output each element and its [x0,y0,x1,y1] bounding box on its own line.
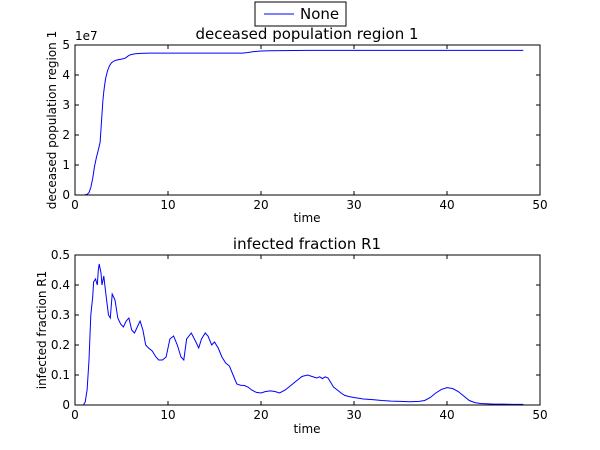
y-tick-label-deceased: 1 [62,158,70,172]
plot-infected: infected fraction R1 time infected fract… [35,235,548,436]
marks-infected: 0 10 20 30 40 50 0 0.1 0.2 0.3 0.4 0.5 [51,248,548,422]
x-tick-label-deceased: 0 [71,198,79,212]
y-tick-label-deceased: 0 [62,188,70,202]
x-tick-label-deceased: 20 [253,198,268,212]
x-tick-label-infected: 40 [439,408,454,422]
x-tick-label-deceased: 30 [346,198,361,212]
x-tick-label-deceased: 40 [439,198,454,212]
y-tick-label-infected: 0.4 [51,278,70,292]
y-tick-label-deceased: 2 [62,128,70,142]
x-tick-label-infected: 10 [160,408,175,422]
y-offset-label-deceased: 1e7 [75,29,98,43]
y-tick-label-infected: 0 [62,398,70,412]
y-tick-label-deceased: 5 [62,38,70,52]
y-tick-label-deceased: 4 [62,68,70,82]
x-tick-label-infected: 30 [346,408,361,422]
x-tick-label-infected: 20 [253,408,268,422]
plot-title-deceased: deceased population region 1 [195,25,418,43]
series-line-deceased [75,49,524,196]
y-tick-label-infected: 0.2 [51,338,70,352]
y-axis-label-infected: infected fraction R1 [35,271,49,390]
plot-title-infected: infected fraction R1 [233,235,381,253]
series-line-infected [75,263,524,406]
x-tick-label-deceased: 10 [160,198,175,212]
y-tick-label-infected: 0.5 [51,248,70,262]
axes-frame-infected [74,254,541,406]
legend-label: None [300,5,339,23]
axes-frame-deceased [74,44,541,196]
x-tick-label-deceased: 50 [532,198,547,212]
y-tick-label-deceased: 3 [62,98,70,112]
x-tick-label-infected: 50 [532,408,547,422]
y-tick-label-infected: 0.1 [51,368,70,382]
x-axis-label-infected: time [293,422,320,436]
y-axis-label-deceased: deceased population region 1 [45,31,59,209]
x-tick-label-infected: 0 [71,408,79,422]
x-axis-label-deceased: time [293,211,320,225]
y-tick-label-infected: 0.3 [51,308,70,322]
legend: None [254,1,347,27]
plot-deceased: deceased population region 1 time deceas… [45,25,548,225]
